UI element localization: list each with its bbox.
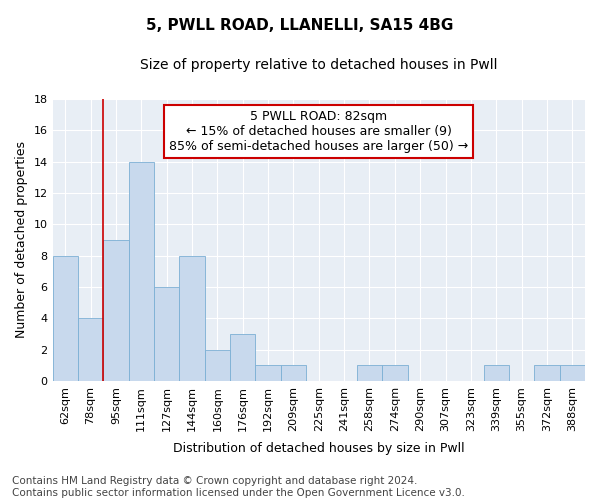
Bar <box>154 287 179 381</box>
Bar <box>534 365 560 381</box>
Bar <box>560 365 585 381</box>
Bar <box>484 365 509 381</box>
X-axis label: Distribution of detached houses by size in Pwll: Distribution of detached houses by size … <box>173 442 464 455</box>
Bar <box>78 318 103 381</box>
Bar <box>53 256 78 381</box>
Title: Size of property relative to detached houses in Pwll: Size of property relative to detached ho… <box>140 58 497 71</box>
Bar <box>256 365 281 381</box>
Bar <box>230 334 256 381</box>
Text: 5, PWLL ROAD, LLANELLI, SA15 4BG: 5, PWLL ROAD, LLANELLI, SA15 4BG <box>146 18 454 32</box>
Y-axis label: Number of detached properties: Number of detached properties <box>15 142 28 338</box>
Bar <box>382 365 407 381</box>
Bar <box>103 240 128 381</box>
Text: 5 PWLL ROAD: 82sqm
← 15% of detached houses are smaller (9)
85% of semi-detached: 5 PWLL ROAD: 82sqm ← 15% of detached hou… <box>169 110 469 154</box>
Bar <box>179 256 205 381</box>
Bar <box>128 162 154 381</box>
Bar <box>357 365 382 381</box>
Bar <box>281 365 306 381</box>
Text: Contains HM Land Registry data © Crown copyright and database right 2024.
Contai: Contains HM Land Registry data © Crown c… <box>12 476 465 498</box>
Bar <box>205 350 230 381</box>
